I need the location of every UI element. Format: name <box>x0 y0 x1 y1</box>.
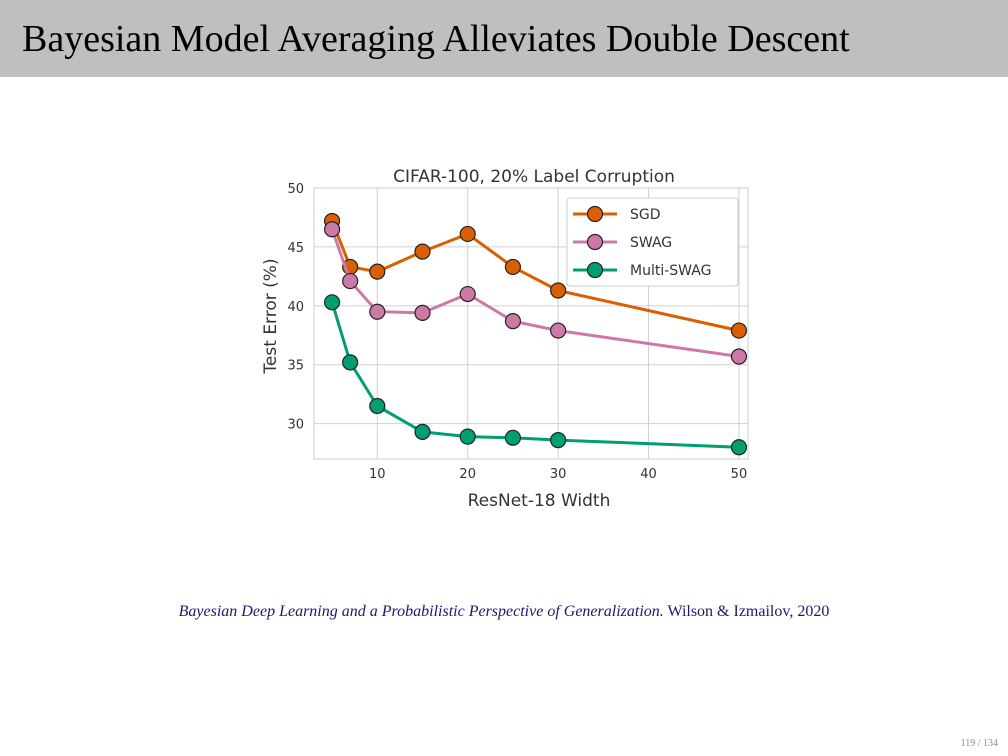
legend-swatch-marker <box>586 261 604 279</box>
data-point-multi-swag <box>550 432 567 449</box>
data-point-multi-swag <box>369 397 386 415</box>
data-point-sgd <box>730 322 748 339</box>
citation-authors: Wilson & Izmailov, 2020 <box>663 603 830 620</box>
x-axis-label: ResNet-18 Width <box>468 491 611 511</box>
y-tick-label: 30 <box>287 418 304 433</box>
chart-series <box>323 212 748 456</box>
data-point-swag <box>369 303 386 320</box>
chart-legend: SGD SWAG Multi-SWAG <box>566 197 739 287</box>
page-number: 119 / 134 <box>960 738 998 749</box>
x-tick-label: 40 <box>640 467 657 482</box>
x-tick-label: 30 <box>550 467 567 482</box>
data-point-multi-swag <box>414 423 431 440</box>
data-point-sgd <box>504 258 522 276</box>
data-point-sgd <box>369 263 386 280</box>
data-point-multi-swag <box>342 354 359 371</box>
plot-frame <box>313 187 749 460</box>
title-bar: Bayesian Model Averaging Alleviates Doub… <box>0 0 1008 77</box>
legend-label: Multi-SWAG <box>630 263 711 279</box>
y-tick-label: 40 <box>287 300 304 315</box>
series-line-multi-swag <box>330 301 740 449</box>
data-point-swag <box>504 313 522 330</box>
data-point-swag <box>323 221 341 238</box>
y-tick-label: 50 <box>287 182 304 197</box>
legend-label: SWAG <box>630 235 672 251</box>
data-point-sgd <box>550 282 567 299</box>
data-point-swag <box>459 285 476 303</box>
y-tick-label: 35 <box>287 359 304 374</box>
slide-title: Bayesian Model Averaging Alleviates Doub… <box>22 18 850 60</box>
data-point-swag <box>414 304 431 321</box>
data-point-multi-swag <box>323 294 341 311</box>
series-swag <box>323 221 748 365</box>
data-point-sgd <box>459 225 476 243</box>
citation-paper-title: Bayesian Deep Learning and a Probabilist… <box>178 603 664 620</box>
legend-label: SGD <box>630 207 661 223</box>
series-multi-swag <box>323 294 748 456</box>
x-tick-label: 50 <box>731 467 748 482</box>
data-point-swag <box>550 322 567 339</box>
data-point-swag <box>730 348 748 365</box>
data-point-sgd <box>414 243 431 260</box>
data-point-multi-swag <box>730 439 748 456</box>
x-tick-label: 10 <box>369 467 386 482</box>
data-point-multi-swag <box>504 429 522 446</box>
legend-swatch-marker <box>586 205 604 223</box>
series-sgd <box>323 212 748 339</box>
legend-swatch-marker <box>586 233 604 251</box>
legend-box <box>566 197 739 287</box>
citation: Bayesian Deep Learning and a Probabilist… <box>0 603 1008 621</box>
y-tick-label: 45 <box>287 241 304 256</box>
data-point-multi-swag <box>459 428 476 445</box>
chart-ticks: 10 20 30 40 50 30 35 40 45 50 <box>287 182 747 482</box>
data-point-swag <box>342 272 359 290</box>
x-tick-label: 20 <box>459 467 476 482</box>
chart-title: CIFAR-100, 20% Label Corruption <box>393 167 675 187</box>
y-axis-label: Test Error (%) <box>261 258 281 374</box>
